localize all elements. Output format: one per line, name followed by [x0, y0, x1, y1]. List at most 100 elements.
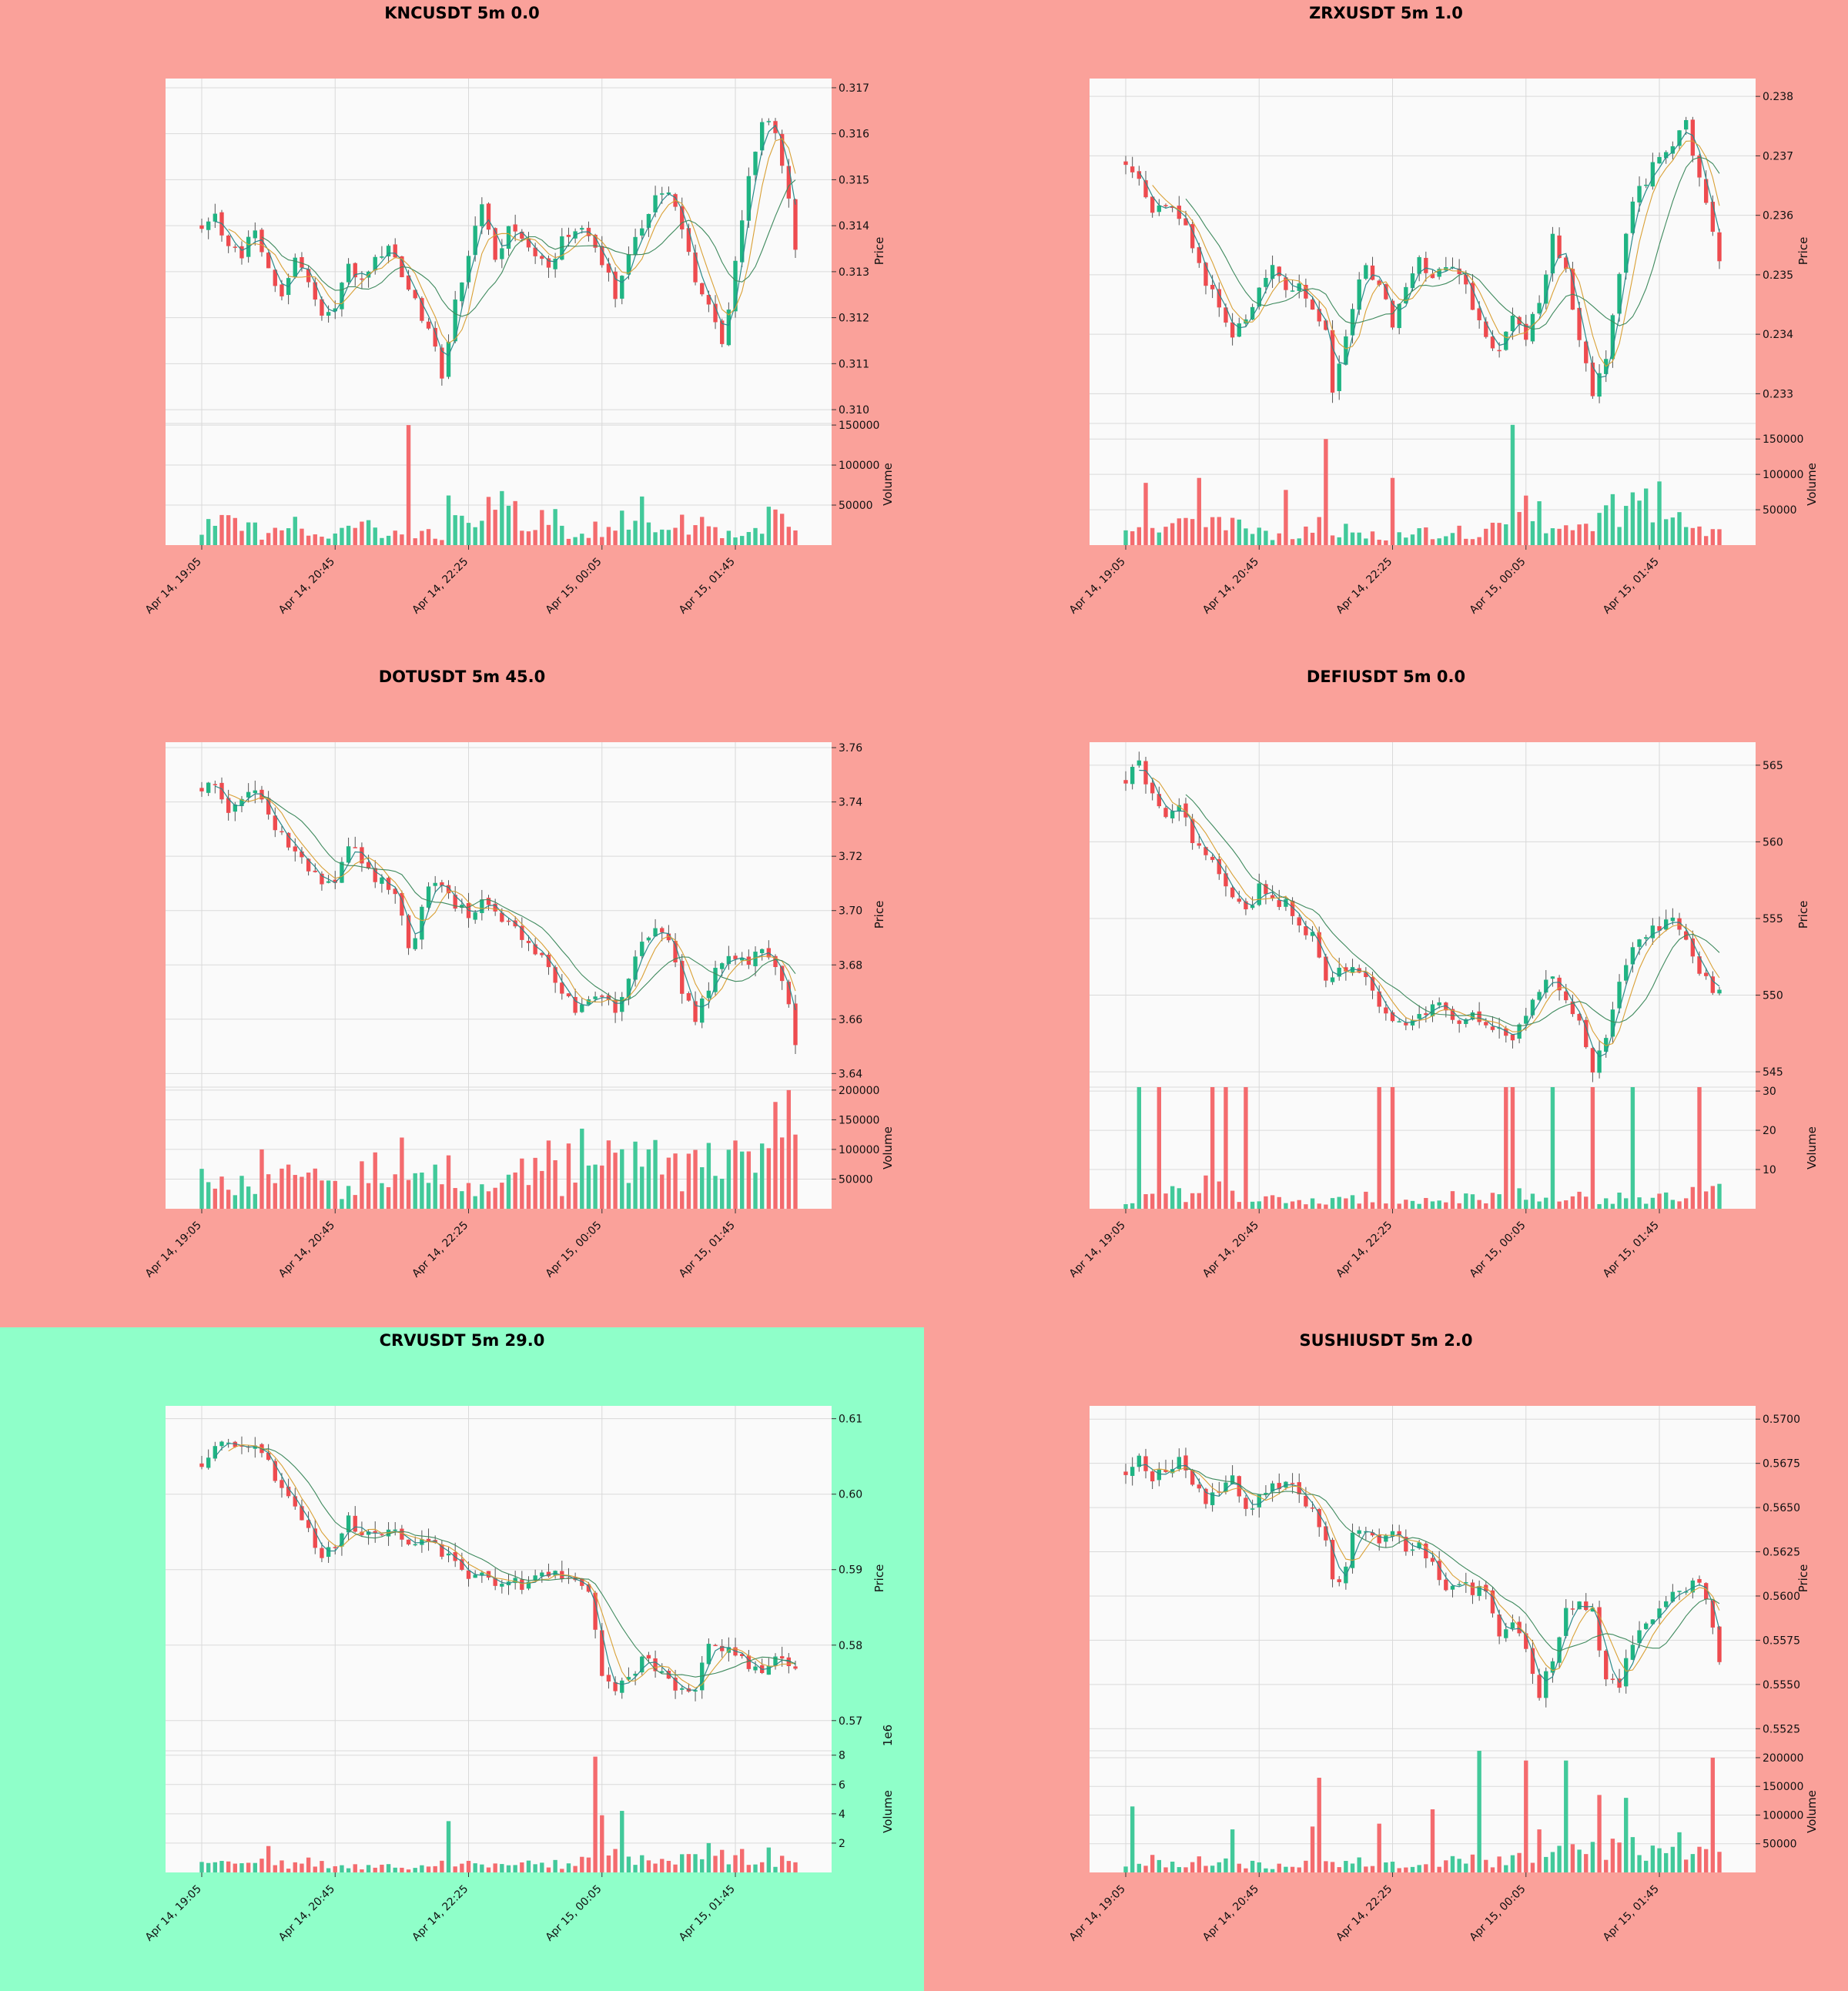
candle-body — [1370, 1532, 1375, 1536]
candle-body — [1350, 309, 1355, 336]
chart-panel: KNCUSDT 5m 0.0 Price Volume 0.310 0.311 0.… — [0, 0, 924, 664]
volume-bar — [1684, 1859, 1689, 1872]
volume-bar — [1350, 1195, 1355, 1209]
candle-body — [640, 1656, 644, 1673]
volume-bar — [306, 1172, 311, 1209]
volume-bar — [1330, 1862, 1335, 1872]
volume-bar — [613, 530, 618, 545]
volume-bar — [413, 1173, 417, 1209]
volume-bar — [1590, 1842, 1595, 1872]
chart-panel: SUSHIUSDT 5m 2.0 Price Volume 0.5525 0.55… — [924, 1327, 1848, 1991]
volume-bar — [426, 1183, 431, 1209]
candle-body — [460, 905, 464, 908]
candle-body — [353, 263, 357, 278]
volume-bar — [640, 1855, 644, 1872]
candle-body — [1157, 205, 1162, 212]
candle-body — [1504, 331, 1508, 350]
candle-body — [1457, 1584, 1461, 1585]
candle-body — [693, 1690, 698, 1692]
volume-bar — [1317, 517, 1321, 545]
candle-body — [1270, 1483, 1275, 1492]
candle-body — [313, 1528, 317, 1548]
candle-body — [326, 312, 331, 316]
volume-bar — [1424, 1864, 1428, 1872]
candle-body — [720, 320, 725, 344]
volume-bar — [1430, 1809, 1435, 1872]
volume-bar — [466, 1860, 471, 1872]
volume-bar — [1277, 1863, 1281, 1872]
candle-body — [1264, 1493, 1268, 1495]
candle-body — [786, 982, 792, 1005]
volume-plot-area — [1090, 1087, 1756, 1209]
volume-bar — [360, 1161, 364, 1209]
volume-bar — [1524, 1200, 1528, 1209]
candle-body — [1344, 967, 1348, 972]
volume-bar — [1257, 527, 1261, 545]
candle-body — [420, 298, 424, 321]
candle-body — [1644, 1623, 1649, 1629]
volume-bar — [553, 1159, 557, 1209]
price-tick-label: 0.311 — [839, 358, 869, 370]
candle-body — [1430, 1004, 1435, 1016]
volume-bar — [386, 1864, 391, 1872]
volume-bar — [259, 1149, 264, 1209]
candle-body — [1557, 977, 1562, 991]
price-tick-label: 555 — [1763, 913, 1783, 925]
volume-bar — [526, 1185, 531, 1209]
price-tick-label: 0.61 — [839, 1414, 862, 1426]
candle-body — [1290, 290, 1295, 292]
volume-bar — [673, 1153, 678, 1209]
volume-bar — [753, 1864, 758, 1872]
volume-bars — [199, 1089, 798, 1209]
volume-bar — [1437, 538, 1441, 545]
volume-bar — [1344, 1861, 1348, 1872]
price-y-ticks: 3.64 3.66 3.68 3.70 3.72 3.74 3.76 — [832, 742, 862, 1080]
candle-body — [1204, 847, 1208, 855]
volume-bar — [366, 520, 371, 545]
candle-body — [1717, 989, 1722, 994]
volume-bar — [1490, 1193, 1495, 1209]
volume-bar — [1624, 1198, 1629, 1209]
volume-bar — [620, 1811, 624, 1872]
volume-bar — [520, 530, 524, 545]
volume-bar — [1477, 537, 1481, 545]
candle-body — [253, 230, 257, 239]
volume-bar — [1163, 1193, 1168, 1209]
volume-bar — [293, 517, 297, 545]
volume-bar — [333, 533, 337, 545]
candle-body — [1477, 1011, 1481, 1022]
candle-body — [580, 1004, 584, 1012]
candle-body — [1130, 166, 1135, 172]
volume-bar — [1537, 1829, 1542, 1872]
candle-body — [400, 1528, 404, 1540]
volume-bar — [300, 1863, 304, 1872]
candle-body — [446, 1553, 451, 1556]
volume-bar — [1570, 1196, 1575, 1209]
price-tick-label: 0.5625 — [1763, 1547, 1800, 1559]
volume-bar — [1290, 1866, 1295, 1872]
candle-body — [1137, 760, 1142, 766]
price-tick-label: 545 — [1763, 1066, 1783, 1079]
volume-y-ticks: 10 20 30 — [1756, 1086, 1776, 1176]
volume-bar — [1190, 1193, 1195, 1209]
candle-body — [1430, 1558, 1435, 1562]
volume-bar — [593, 1756, 598, 1872]
candle-body — [1377, 280, 1381, 286]
candle-body — [1210, 1492, 1215, 1505]
volume-bar — [1437, 1200, 1441, 1209]
price-tick-label: 0.238 — [1763, 91, 1793, 103]
volume-bar — [766, 1847, 772, 1872]
candle-body — [413, 938, 417, 949]
volume-bar — [206, 1182, 211, 1209]
volume-bar — [386, 535, 391, 545]
candle-body — [1404, 286, 1408, 304]
chart-panel: CRVUSDT 5m 29.0 Price Volume 1e6 0.57 0.5… — [0, 1327, 924, 1991]
candle-body — [1437, 269, 1441, 277]
candle-body — [1324, 1526, 1328, 1541]
volume-bar — [340, 1199, 344, 1209]
candle-body — [493, 903, 497, 912]
volume-bar — [313, 1866, 317, 1872]
candle-body — [1130, 1467, 1135, 1476]
candle-body — [273, 269, 277, 286]
candle-body — [1317, 932, 1321, 958]
